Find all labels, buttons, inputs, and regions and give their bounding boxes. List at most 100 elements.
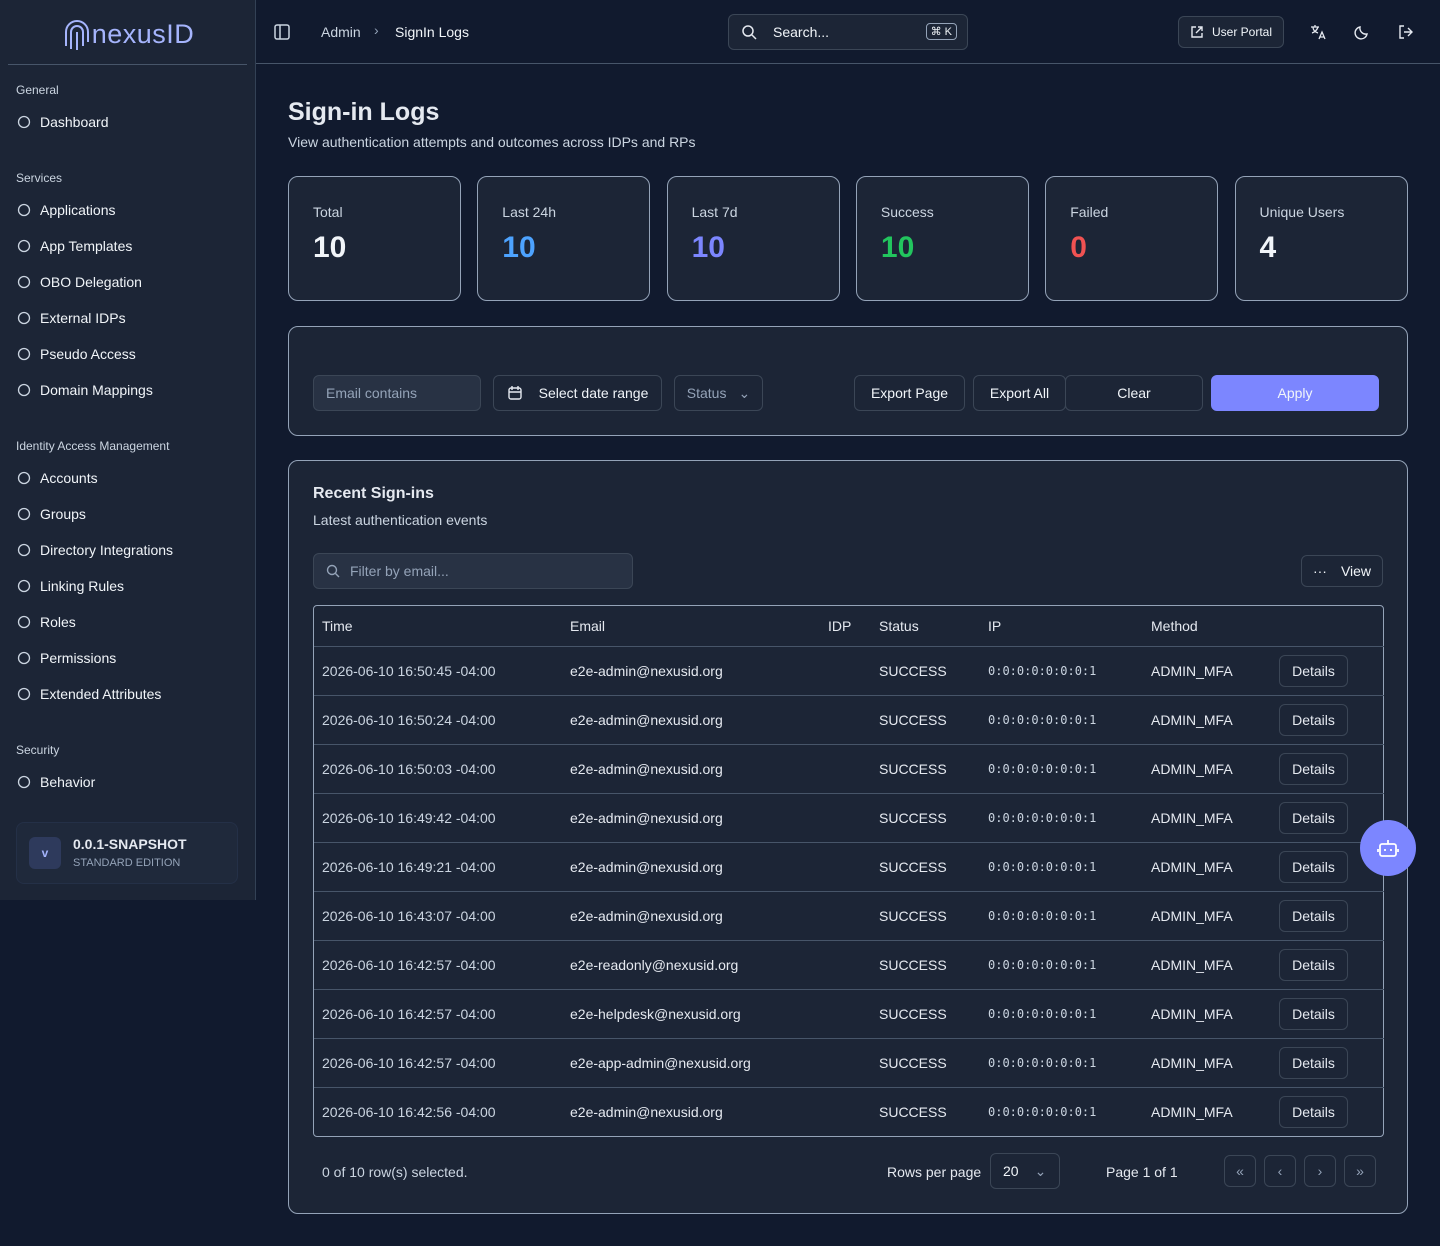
- time-cell: 2026-06-10 16:50:45 -04:00: [314, 646, 562, 696]
- brand[interactable]: nexusID: [0, 16, 256, 56]
- search-text: Search...: [773, 24, 830, 40]
- time-cell: 2026-06-10 16:49:21 -04:00: [314, 842, 562, 892]
- last-page-button[interactable]: »: [1344, 1155, 1376, 1187]
- email-cell: e2e-readonly@nexusid.org: [562, 940, 820, 990]
- header-row: Time Email IDP Status IP Method: [314, 606, 1384, 647]
- column-header: Status: [871, 606, 980, 647]
- view-button[interactable]: ··· View: [1301, 555, 1383, 587]
- column-header: IP: [980, 606, 1143, 647]
- nav-item[interactable]: Accounts: [0, 460, 255, 496]
- sidebar: nexusID General Dashboard Services Applicat…: [0, 0, 256, 900]
- actions-cell: Details: [1271, 744, 1384, 794]
- rows-per-page-select[interactable]: 20 ⌄: [990, 1153, 1060, 1189]
- nav-icon: [17, 651, 31, 665]
- nav-item[interactable]: Directory Integrations: [0, 532, 255, 568]
- status-cell: SUCCESS: [871, 1038, 980, 1088]
- nav-item[interactable]: Pseudo Access: [0, 336, 255, 372]
- filter-card: Email contains Select date range Status ⌄…: [288, 326, 1408, 436]
- details-button[interactable]: Details: [1279, 1095, 1348, 1128]
- nav-item[interactable]: App Templates: [0, 228, 255, 264]
- ip-cell: 0:0:0:0:0:0:0:1: [980, 793, 1143, 843]
- nav-item[interactable]: External IDPs: [0, 300, 255, 336]
- actions-cell: Details: [1271, 989, 1384, 1039]
- table: Time Email IDP Status IP Method 2026-06-10 16:…: [314, 606, 1384, 1136]
- time-cell: 2026-06-10 16:42:56 -04:00: [322, 1103, 496, 1120]
- nav-item[interactable]: Applications: [0, 192, 255, 228]
- details-button[interactable]: Details: [1279, 997, 1348, 1030]
- theme-button[interactable]: [1354, 24, 1370, 40]
- status-cell: SUCCESS: [871, 744, 980, 794]
- logo-icon: [64, 20, 89, 50]
- prev-page-button[interactable]: ‹: [1264, 1155, 1296, 1187]
- nav-icon: [17, 775, 31, 789]
- nav-item[interactable]: Linking Rules: [0, 568, 255, 604]
- details-button[interactable]: Details: [1279, 850, 1348, 883]
- page-title: Sign-in Logs: [288, 98, 440, 126]
- version-edition: STANDARD EDITION: [73, 857, 181, 869]
- idp-cell: [820, 646, 871, 696]
- idp-cell: [820, 1087, 871, 1136]
- status-cell: SUCCESS: [871, 891, 980, 941]
- nav-item[interactable]: Permissions: [0, 640, 255, 676]
- nav-item[interactable]: Domain Mappings: [0, 372, 255, 408]
- table-row: 2026-06-10 16:42:57 -04:00 e2e-readonly@n…: [314, 940, 1384, 990]
- column-header: Method: [1143, 606, 1271, 647]
- email-filter-placeholder: Filter by email...: [350, 563, 449, 579]
- first-page-button[interactable]: «: [1224, 1155, 1256, 1187]
- clear-button[interactable]: Clear: [1065, 375, 1203, 411]
- stat-label: Last 7d: [691, 204, 738, 220]
- nav-item[interactable]: Dashboard: [0, 104, 255, 140]
- details-button[interactable]: Details: [1279, 801, 1348, 834]
- sidebar-toggle[interactable]: [274, 24, 290, 40]
- language-button[interactable]: [1310, 24, 1326, 40]
- next-page-button[interactable]: ›: [1304, 1155, 1336, 1187]
- version-name: 0.0.1-SNAPSHOT: [73, 836, 187, 852]
- email-filter[interactable]: Filter by email...: [313, 553, 633, 589]
- search[interactable]: Search... ⌘ K: [728, 14, 968, 50]
- email-cell: e2e-helpdesk@nexusid.org: [562, 989, 820, 1039]
- method-cell: ADMIN_MFA: [1151, 1103, 1233, 1120]
- details-button[interactable]: Details: [1279, 752, 1348, 785]
- breadcrumb[interactable]: Admin: [321, 24, 361, 40]
- email-input[interactable]: Email contains: [313, 375, 481, 411]
- idp-cell: [820, 891, 871, 941]
- stat-label: Total: [313, 204, 343, 220]
- nav-icon: [17, 239, 31, 253]
- method-cell: ADMIN_MFA: [1143, 842, 1271, 892]
- date-range-button[interactable]: Select date range: [493, 375, 662, 411]
- ip-cell: 0:0:0:0:0:0:0:1: [980, 744, 1143, 794]
- nav-label: Applications: [40, 202, 116, 218]
- nav-item[interactable]: Behavior: [0, 764, 255, 800]
- details-button[interactable]: Details: [1279, 654, 1348, 687]
- stat-card: Total 10: [288, 176, 461, 301]
- details-button[interactable]: Details: [1279, 703, 1348, 736]
- page-subtitle: View authentication attempts and outcome…: [288, 134, 696, 150]
- status-select[interactable]: Status ⌄: [674, 375, 763, 411]
- details-button[interactable]: Details: [1279, 1046, 1348, 1079]
- column-header: Time: [314, 606, 562, 647]
- table-subtitle: Latest authentication events: [313, 512, 488, 528]
- details-button[interactable]: Details: [1279, 948, 1348, 981]
- nav-item[interactable]: Groups: [0, 496, 255, 532]
- method-cell: ADMIN_MFA: [1143, 744, 1271, 794]
- apply-button[interactable]: Apply: [1211, 375, 1379, 411]
- section-title: Security: [16, 743, 60, 757]
- export-all-button[interactable]: Export All: [973, 375, 1066, 411]
- user-portal-button[interactable]: User Portal: [1178, 16, 1284, 48]
- nav-label: Groups: [40, 506, 86, 522]
- nav-item[interactable]: Roles: [0, 604, 255, 640]
- email-cell: e2e-admin@nexusid.org: [562, 793, 820, 843]
- stat-label: Unique Users: [1259, 204, 1345, 220]
- assistant-button[interactable]: [1360, 820, 1416, 876]
- ip-cell: 0:0:0:0:0:0:0:1: [980, 940, 1143, 990]
- nav-label: Permissions: [40, 650, 117, 666]
- logout-button[interactable]: [1398, 24, 1414, 40]
- search-icon: [742, 25, 757, 40]
- details-button[interactable]: Details: [1279, 899, 1348, 932]
- idp-cell: [820, 989, 871, 1039]
- rows-per-page-label: Rows per page: [887, 1164, 982, 1180]
- export-page-button[interactable]: Export Page: [854, 375, 965, 411]
- table-row: 2026-06-10 16:49:42 -04:00 e2e-admin@nexu…: [314, 793, 1384, 843]
- nav-item[interactable]: Extended Attributes: [0, 676, 255, 712]
- nav-item[interactable]: OBO Delegation: [0, 264, 255, 300]
